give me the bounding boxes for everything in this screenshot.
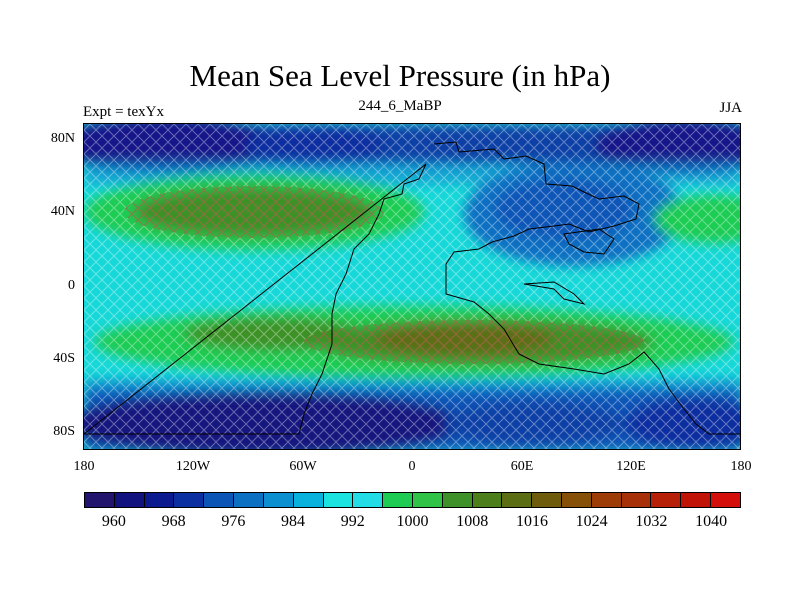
colorbar-box xyxy=(412,493,443,507)
colorbar-box xyxy=(562,493,592,507)
continent-outline xyxy=(84,141,740,435)
pressure-field-svg xyxy=(84,124,740,449)
colorbar-box xyxy=(144,493,175,507)
colorbar-box xyxy=(85,493,115,507)
colorbar-label: 984 xyxy=(281,513,306,530)
colorbar-box xyxy=(472,493,503,507)
pressure-map xyxy=(83,123,741,450)
chart-title: Mean Sea Level Pressure (in hPa) xyxy=(189,58,611,93)
colorbar-box xyxy=(502,493,533,507)
colorbar-box xyxy=(353,493,384,507)
colorbar-label: 976 xyxy=(221,513,246,530)
y-tick-40s: 40S xyxy=(53,351,75,366)
colorbar-label: 1040 xyxy=(695,513,728,530)
colorbar-box xyxy=(204,493,235,507)
colorbar-box xyxy=(532,493,562,507)
age-label: 244_6_MaBP xyxy=(358,98,442,114)
colorbar-box xyxy=(442,493,473,507)
colorbar-label: 1024 xyxy=(575,513,608,530)
y-tick-eq: 0 xyxy=(68,278,75,293)
season-label: JJA xyxy=(719,100,742,116)
x-tick-120e: 120E xyxy=(616,459,646,474)
x-tick-60e: 60E xyxy=(510,459,534,474)
colorbar-label: 1008 xyxy=(456,513,489,530)
y-tick-80s: 80S xyxy=(53,424,75,439)
colorbar-box xyxy=(651,493,682,507)
inland-sea-outline xyxy=(523,228,615,305)
colorbar-label: 960 xyxy=(101,513,126,530)
x-tick-120w: 120W xyxy=(175,459,211,474)
y-tick-80n: 80N xyxy=(50,131,75,146)
colorbar-box xyxy=(174,493,205,507)
x-tick-0: 0 xyxy=(408,459,416,474)
colorbar-label: 968 xyxy=(161,513,186,530)
colorbar-label: 1032 xyxy=(635,513,668,530)
x-tick-180e: 180 xyxy=(730,459,752,474)
colorbar-box xyxy=(591,493,622,507)
colorbar xyxy=(84,492,741,508)
colorbar-box xyxy=(621,493,652,507)
x-tick-180w: 180 xyxy=(73,459,95,474)
colorbar-box xyxy=(263,493,294,507)
colorbar-box xyxy=(293,493,324,507)
colorbar-box xyxy=(711,493,740,507)
experiment-label: Expt = texYx xyxy=(83,104,164,120)
colorbar-label: 1000 xyxy=(396,513,429,530)
colorbar-box xyxy=(323,493,354,507)
colorbar-label: 1016 xyxy=(515,513,548,530)
colorbar-box xyxy=(114,493,145,507)
colorbar-box xyxy=(234,493,264,507)
colorbar-label: 992 xyxy=(340,513,365,530)
y-tick-40n: 40N xyxy=(50,204,75,219)
colorbar-box xyxy=(383,493,413,507)
x-tick-60w: 60W xyxy=(289,459,317,474)
colorbar-box xyxy=(681,493,712,507)
